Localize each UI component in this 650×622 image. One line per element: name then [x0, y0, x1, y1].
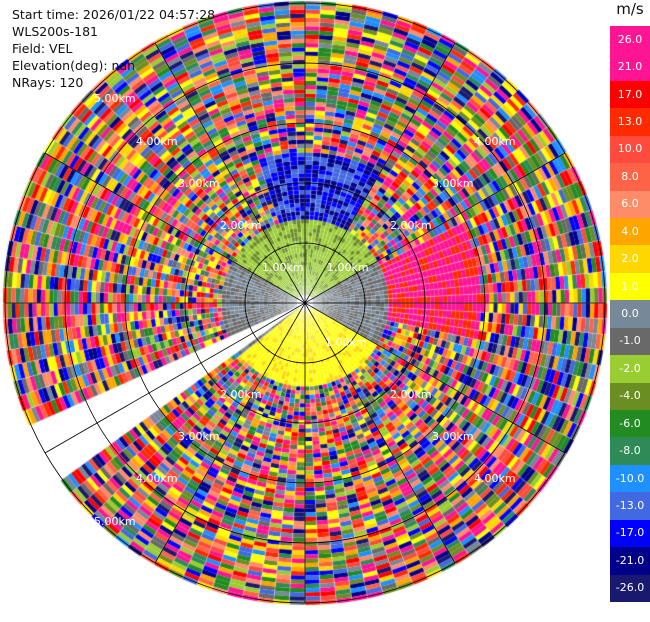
colorbar-segment: [610, 26, 650, 54]
ring-label-1km-top: 1.00km: [262, 261, 304, 274]
ring-label-3km-lr: 3.00km: [432, 430, 474, 443]
ring-label-2km-ul: 2.00km: [220, 219, 262, 232]
field-text: Field: VEL: [12, 41, 73, 56]
colorbar-tick-label: -10.0: [615, 471, 645, 485]
colorbar-tick-label: 2.0: [621, 252, 639, 266]
colorbar-segment: [610, 547, 650, 576]
colorbar-segment: [610, 272, 650, 301]
colorbar-segment: [610, 574, 650, 603]
ring-label-5km-ll: 5.00km: [94, 515, 136, 528]
colorbar-segment: [610, 519, 650, 548]
ring-label-4km-lr: 4.00km: [474, 472, 516, 485]
colorbar-segment: [610, 300, 650, 329]
colorbar-segment: [610, 464, 650, 493]
ring-label-4km-ur: 4.00km: [474, 135, 516, 148]
ring-label-4km-ul: 4.00km: [136, 135, 178, 148]
start-time-text: Start time: 2026/01/22 04:57:28: [12, 7, 216, 22]
colorbar-segment: [610, 108, 650, 137]
colorbar-segment: [610, 355, 650, 384]
ring-label-2km-lr: 2.00km: [390, 388, 432, 401]
elevation-text: Elevation(deg): nan: [12, 58, 136, 73]
colorbar-tick-label: -8.0: [619, 444, 641, 458]
colorbar-segment: [610, 53, 650, 82]
ring-label-2km-ll: 2.00km: [220, 388, 262, 401]
spoke-lines: [5, 3, 605, 603]
colorbar-tick-label: 4.0: [621, 224, 639, 238]
colorbar-tick-label: -26.0: [615, 581, 645, 595]
colorbar-tick-label: 6.0: [621, 197, 639, 211]
colorbar-segment: [610, 190, 650, 219]
colorbar-tick-label: 1.0: [621, 279, 639, 293]
colorbar-segment: [610, 80, 650, 109]
colorbar-segment: [610, 218, 650, 246]
ring-label-5km-ul: 5.00km: [94, 92, 136, 105]
ring-label-2km-ur: 2.00km: [390, 219, 432, 232]
colorbar-tick-label: 0.0: [621, 307, 639, 320]
colorbar-tick-label: -30.0: [615, 608, 645, 622]
colorbar-tick-label: 10.0: [617, 142, 643, 156]
ring-label-3km-ll: 3.00km: [178, 430, 220, 443]
colorbar-tick-label: -1.0: [619, 334, 641, 348]
colorbar-segment: [610, 135, 650, 164]
colorbar-tick-label: -2.0: [619, 361, 641, 375]
colorbar-segment: [610, 410, 650, 438]
ring-label-3km-ul: 3.00km: [178, 177, 220, 190]
colorbar-segment: [610, 492, 650, 521]
colorbar-tick-label: -17.0: [615, 526, 645, 540]
colorbar-tick-label: 21.0: [617, 60, 643, 74]
colorbar-unit: m/s: [616, 0, 644, 18]
instrument-name: WLS200s-181: [12, 24, 98, 39]
colorbar-segment: [610, 382, 650, 411]
colorbar-tick-label: 17.0: [617, 87, 643, 101]
ring-label-4km-ll: 4.00km: [136, 472, 178, 485]
ring-label-1km-right: 1.00km: [327, 261, 369, 274]
colorbar-segment: [610, 437, 650, 466]
colorbar-tick-label: -4.0: [619, 389, 641, 403]
colorbar-tick-label: 13.0: [617, 115, 643, 128]
colorbar-segment: [610, 245, 650, 274]
colorbar-tick-label: -13.0: [615, 499, 645, 512]
colorbar-tick-label: -6.0: [619, 416, 641, 430]
colorbar-tick-label: 26.0: [617, 32, 643, 46]
colorbar-tick-label: 8.0: [621, 169, 639, 183]
velocity-colorbar: m/s 26.0 21.0 17.0 13.0 10.0 8.0 6.0 4.0 2.0 1.0 0…: [610, 0, 650, 621]
colorbar-segment: [610, 163, 650, 192]
ring-label-1km-bottom: 1.00km: [325, 336, 367, 349]
nrays-text: NRays: 120: [12, 75, 84, 90]
scan-info: Start time: 2026/01/22 04:57:28 WLS200s-…: [12, 6, 215, 91]
colorbar-segment: [610, 327, 650, 356]
colorbar-tick-label: -21.0: [615, 553, 645, 567]
ring-label-3km-ur: 3.00km: [432, 177, 474, 190]
range-rings-overlay: 1.00km 1.00km 1.00km 2.00km 2.00km 2.00k…: [4, 2, 606, 604]
